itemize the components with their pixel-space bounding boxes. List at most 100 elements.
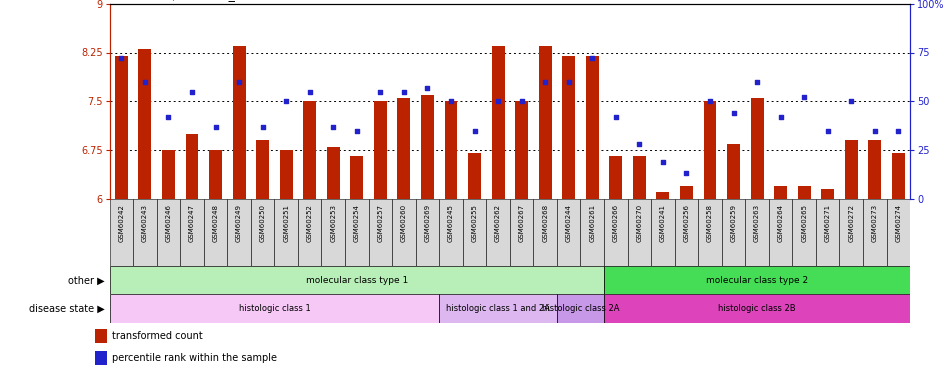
- Text: GSM60241: GSM60241: [659, 204, 665, 242]
- Text: GSM60270: GSM60270: [636, 204, 642, 242]
- Text: GSM60271: GSM60271: [823, 204, 830, 242]
- Bar: [444, 101, 457, 199]
- Text: GSM60244: GSM60244: [565, 204, 571, 242]
- Text: GSM60267: GSM60267: [518, 204, 525, 242]
- Bar: [797, 186, 810, 199]
- Point: [725, 110, 741, 116]
- Point: [513, 98, 528, 104]
- Bar: [562, 56, 575, 199]
- Bar: [674, 199, 698, 266]
- Bar: [608, 156, 622, 199]
- Point: [843, 98, 858, 104]
- Bar: [656, 192, 668, 199]
- Bar: [580, 199, 604, 266]
- Bar: [491, 46, 504, 199]
- Text: GSM60245: GSM60245: [447, 204, 453, 242]
- Bar: [726, 144, 739, 199]
- Point: [255, 124, 270, 130]
- Bar: [204, 199, 228, 266]
- Text: GSM60253: GSM60253: [330, 204, 336, 242]
- Text: histologic class 2B: histologic class 2B: [718, 304, 795, 313]
- Text: molecular class type 1: molecular class type 1: [306, 276, 407, 285]
- Bar: [703, 101, 716, 199]
- Point: [866, 128, 882, 134]
- Point: [796, 94, 811, 100]
- Bar: [679, 186, 692, 199]
- Text: GSM60248: GSM60248: [212, 204, 218, 242]
- Bar: [162, 150, 175, 199]
- Point: [231, 79, 247, 85]
- Text: transformed count: transformed count: [112, 331, 203, 341]
- Text: GSM60263: GSM60263: [753, 204, 760, 242]
- Bar: [303, 101, 316, 199]
- Bar: [773, 186, 786, 199]
- Text: GSM60256: GSM60256: [683, 204, 688, 242]
- Text: GSM60254: GSM60254: [353, 204, 360, 242]
- Bar: [368, 199, 391, 266]
- Text: GSM60268: GSM60268: [542, 204, 547, 242]
- Bar: [556, 294, 604, 322]
- Bar: [768, 199, 791, 266]
- Bar: [604, 199, 627, 266]
- Text: GDS1344 / 225833_at: GDS1344 / 225833_at: [109, 0, 247, 1]
- Bar: [867, 140, 881, 199]
- Bar: [486, 199, 509, 266]
- Bar: [415, 199, 439, 266]
- Text: GSM60246: GSM60246: [166, 204, 171, 242]
- Point: [561, 79, 576, 85]
- Bar: [109, 294, 439, 322]
- Bar: [95, 329, 107, 343]
- Point: [208, 124, 223, 130]
- Bar: [256, 140, 268, 199]
- Text: GSM60272: GSM60272: [847, 204, 853, 242]
- Text: GSM60260: GSM60260: [401, 204, 407, 242]
- Point: [678, 170, 693, 176]
- Bar: [345, 199, 368, 266]
- Text: GSM60273: GSM60273: [871, 204, 877, 242]
- Bar: [95, 351, 107, 364]
- Bar: [721, 199, 744, 266]
- Text: GSM60247: GSM60247: [188, 204, 195, 242]
- Text: histologic class 1: histologic class 1: [238, 304, 310, 313]
- Point: [655, 159, 670, 165]
- Point: [326, 124, 341, 130]
- Bar: [843, 140, 857, 199]
- Bar: [298, 199, 321, 266]
- Point: [631, 141, 646, 147]
- Text: GSM60266: GSM60266: [612, 204, 618, 242]
- Bar: [138, 49, 151, 199]
- Bar: [585, 56, 598, 199]
- Point: [302, 88, 317, 94]
- Bar: [350, 156, 363, 199]
- Bar: [863, 199, 885, 266]
- Bar: [650, 199, 674, 266]
- Point: [113, 56, 129, 62]
- Bar: [839, 199, 863, 266]
- Point: [372, 88, 387, 94]
- Point: [443, 98, 458, 104]
- Text: disease state ▶: disease state ▶: [30, 303, 105, 313]
- Bar: [208, 150, 222, 199]
- Bar: [232, 46, 246, 199]
- Text: GSM60262: GSM60262: [494, 204, 501, 242]
- Bar: [891, 153, 903, 199]
- Point: [890, 128, 905, 134]
- Bar: [156, 199, 180, 266]
- Bar: [556, 199, 580, 266]
- Text: GSM60255: GSM60255: [471, 204, 477, 242]
- Point: [748, 79, 764, 85]
- Text: GSM60264: GSM60264: [777, 204, 783, 242]
- Bar: [186, 134, 198, 199]
- Text: GSM60259: GSM60259: [730, 204, 736, 242]
- Point: [466, 128, 482, 134]
- Bar: [632, 156, 645, 199]
- Point: [772, 114, 787, 120]
- Text: GSM60251: GSM60251: [283, 204, 288, 242]
- Bar: [467, 153, 481, 199]
- Point: [161, 114, 176, 120]
- Bar: [439, 199, 463, 266]
- Text: GSM60252: GSM60252: [307, 204, 312, 242]
- Point: [396, 88, 411, 94]
- Text: GSM60274: GSM60274: [894, 204, 901, 242]
- Point: [490, 98, 506, 104]
